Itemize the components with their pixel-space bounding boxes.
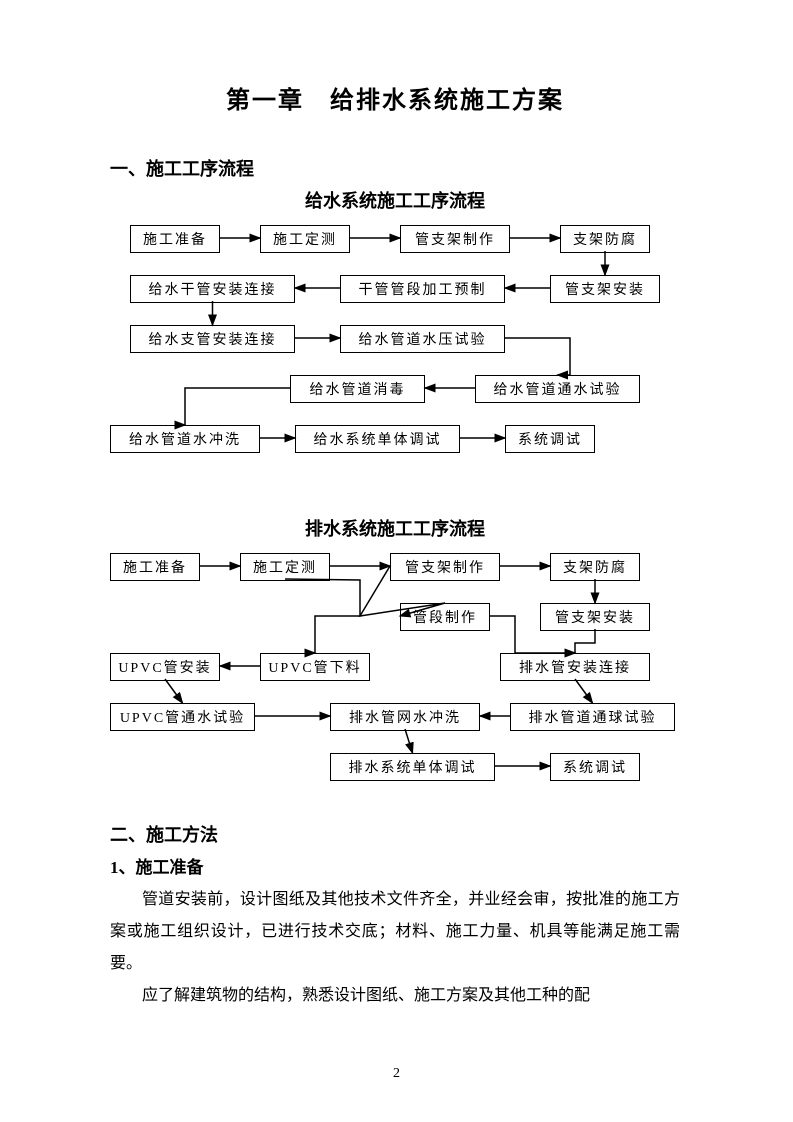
- section-1-title: 一、施工工序流程: [110, 155, 680, 181]
- flowchart-edge: [360, 566, 445, 616]
- flowchart-edge: [185, 388, 290, 425]
- body-paragraph: 应了解建筑物的结构，熟悉设计图纸、施工方案及其他工种的配: [110, 980, 680, 1012]
- flowchart-drainage: 施工准备施工定测管支架制作支架防腐管段制作管支架安装UPVC管安装UPVC管下料…: [110, 553, 680, 813]
- flowchart-1-title: 给水系统施工工序流程: [110, 187, 680, 213]
- flowchart-edge: [285, 579, 360, 653]
- flowchart-edge: [165, 679, 183, 703]
- flowchart-edge: [490, 616, 575, 653]
- section-2-title: 二、施工方法: [110, 821, 680, 847]
- flowchart-edge: [405, 729, 413, 753]
- flowchart-2-title: 排水系统施工工序流程: [110, 515, 680, 541]
- chapter-title: 第一章 给排水系统施工方案: [110, 80, 680, 115]
- flowchart-edge: [505, 338, 570, 375]
- flowchart-edge: [575, 679, 593, 703]
- flowchart-edge: [575, 629, 595, 653]
- page-number: 2: [0, 1066, 793, 1082]
- flowchart-water-supply: 施工准备施工定测管支架制作支架防腐给水干管安装连接干管管段加工预制管支架安装给水…: [110, 225, 680, 475]
- body-paragraph: 管道安装前，设计图纸及其他技术文件齐全，并业经会审，按批准的施工方案或施工组织设…: [110, 884, 680, 980]
- subsection-1-title: 1、施工准备: [110, 853, 680, 878]
